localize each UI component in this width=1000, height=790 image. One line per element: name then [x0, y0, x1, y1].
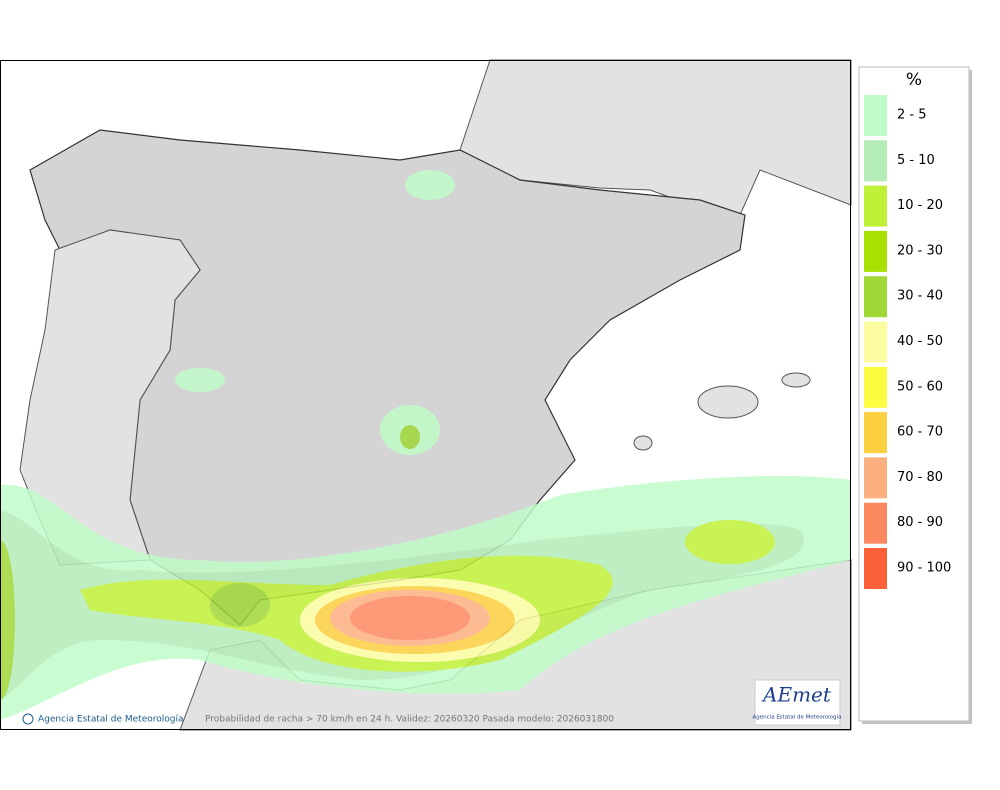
legend-label: 5 - 10 — [897, 153, 935, 168]
legend-swatch — [864, 502, 887, 544]
legend-swatch — [864, 366, 887, 408]
ibiza — [633, 435, 653, 451]
legend-label: 80 - 90 — [897, 515, 943, 530]
legend-label: 70 - 80 — [897, 470, 943, 485]
portugal — [19, 229, 201, 566]
mallorca — [697, 385, 759, 419]
legend-label: 10 - 20 — [897, 198, 943, 213]
legend: % 2 - 5 5 - 10 10 - 20 20 - 30 30 - 40 40 - 5… — [858, 66, 972, 724]
probability-field — [0, 170, 851, 720]
credit-icon — [22, 713, 34, 725]
logo-box — [754, 679, 841, 726]
legend-label: 30 - 40 — [897, 289, 943, 304]
credit: Agencia Estatal de Meteorología — [38, 715, 184, 725]
map: Agencia Estatal de Meteorología Probabil… — [0, 59, 852, 731]
legend-label: 50 - 60 — [897, 379, 943, 394]
legend-label: 2 - 5 — [897, 108, 927, 123]
legend-swatch — [864, 321, 887, 363]
legend-swatch — [864, 95, 887, 136]
legend-label: 60 - 70 — [897, 425, 943, 440]
logo-subtitle: Agencia Estatal de Meteorología — [753, 714, 842, 721]
caption: Probabilidad de racha > 70 km/h en 24 h.… — [205, 715, 614, 725]
legend-swatch — [864, 140, 887, 182]
legend-label: 90 - 100 — [897, 561, 951, 576]
legend-label: 20 - 30 — [897, 243, 943, 258]
legend-swatch — [864, 457, 887, 499]
legend-swatch — [864, 548, 887, 589]
legend-title: % — [906, 70, 922, 90]
legend-swatch — [864, 412, 887, 454]
menorca — [781, 372, 811, 388]
legend-swatch — [864, 185, 887, 227]
map-frame — [0, 60, 851, 730]
legend-label: 40 - 50 — [897, 334, 943, 349]
logo-name: AEmet — [761, 683, 832, 707]
legend-swatch — [864, 276, 887, 318]
legend-swatch — [864, 230, 887, 272]
